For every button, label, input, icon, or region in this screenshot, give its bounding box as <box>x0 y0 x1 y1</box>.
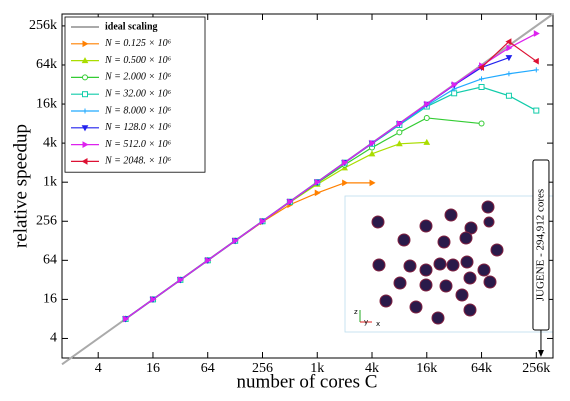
annotation-arrowhead <box>537 350 544 357</box>
marker <box>123 315 130 323</box>
y-tick-label: 256k <box>29 18 57 33</box>
marker <box>505 38 512 45</box>
marker <box>369 139 376 147</box>
marker <box>396 140 403 147</box>
inset-image <box>344 195 554 333</box>
marker <box>82 141 89 148</box>
y-tick-label: 256 <box>36 213 57 228</box>
marker <box>232 237 239 245</box>
x-tick-label: 64 <box>201 361 215 376</box>
x-tick-label: 64k <box>471 361 492 376</box>
marker <box>342 159 349 167</box>
marker <box>205 256 212 264</box>
marker <box>396 120 403 127</box>
legend-label: N = 0.125 × 10⁶ <box>104 38 172 49</box>
y-tick-label: 4k <box>43 135 57 150</box>
marker <box>478 84 485 91</box>
x-tick-label: 1k <box>310 361 324 376</box>
marker <box>451 90 458 97</box>
y-tick-label: 64 <box>43 253 57 268</box>
series-line <box>125 33 537 320</box>
legend-label: N = 8.000 × 10⁶ <box>104 105 172 116</box>
marker <box>506 44 513 52</box>
legend-label: N = 2048. × 10⁶ <box>104 156 172 167</box>
legend-label: N = 128.0 × 10⁶ <box>104 122 172 133</box>
marker <box>368 150 376 157</box>
marker <box>479 76 485 82</box>
marker <box>423 114 430 121</box>
series-line <box>125 182 373 320</box>
y-tick-label: 4 <box>50 331 57 346</box>
marker <box>396 129 403 136</box>
y-tick-label: 1k <box>43 174 57 189</box>
y-tick-label: 16k <box>36 96 57 111</box>
marker <box>314 189 321 197</box>
legend-label: N = 0.500 × 10⁶ <box>104 55 172 66</box>
y-axis-label: relative speedup <box>10 124 31 248</box>
x-tick-label: 16 <box>146 361 160 376</box>
marker <box>505 92 512 99</box>
x-tick-label: 4 <box>95 361 102 376</box>
y-tick-label: 64k <box>36 57 57 72</box>
y-tick-label: 16 <box>43 292 57 307</box>
x-tick-label: 256 <box>252 361 273 376</box>
legend-label: N = 512.0 × 10⁶ <box>104 139 172 150</box>
x-tick-label: 256k <box>522 361 550 376</box>
marker <box>259 217 267 225</box>
marker <box>342 179 349 187</box>
marker <box>82 74 88 81</box>
marker <box>82 91 88 98</box>
marker <box>533 30 540 37</box>
inset-axis-label: z <box>354 308 358 316</box>
marker <box>423 138 431 145</box>
x-tick-label: 4k <box>365 361 379 376</box>
marker <box>532 57 539 65</box>
marker <box>177 276 184 284</box>
marker <box>478 64 485 71</box>
marker <box>506 71 512 77</box>
marker <box>451 81 458 89</box>
marker <box>81 125 89 132</box>
plot-frame <box>61 13 554 359</box>
inset-axis-label: x <box>376 320 380 328</box>
marker <box>533 67 539 73</box>
marker <box>505 55 513 62</box>
marker <box>150 296 157 303</box>
marker <box>424 100 431 108</box>
inset-axis-label: y <box>364 318 368 326</box>
marker <box>369 179 376 187</box>
marker <box>81 57 89 64</box>
marker <box>533 107 540 114</box>
x-axis-label: number of cores C <box>237 371 378 392</box>
marker <box>314 178 321 186</box>
marker <box>287 198 294 206</box>
legend-label: N = 2.000 × 10⁶ <box>104 72 172 83</box>
marker <box>82 40 89 48</box>
x-tick-label: 16k <box>416 361 437 376</box>
legend-label: ideal scaling <box>105 21 158 32</box>
marker <box>81 158 88 165</box>
annotation: JUGENE - 294,912 cores <box>534 189 546 301</box>
legend-label: N = 32.00 × 10⁶ <box>104 88 172 99</box>
marker <box>478 120 485 127</box>
marker <box>82 108 88 114</box>
